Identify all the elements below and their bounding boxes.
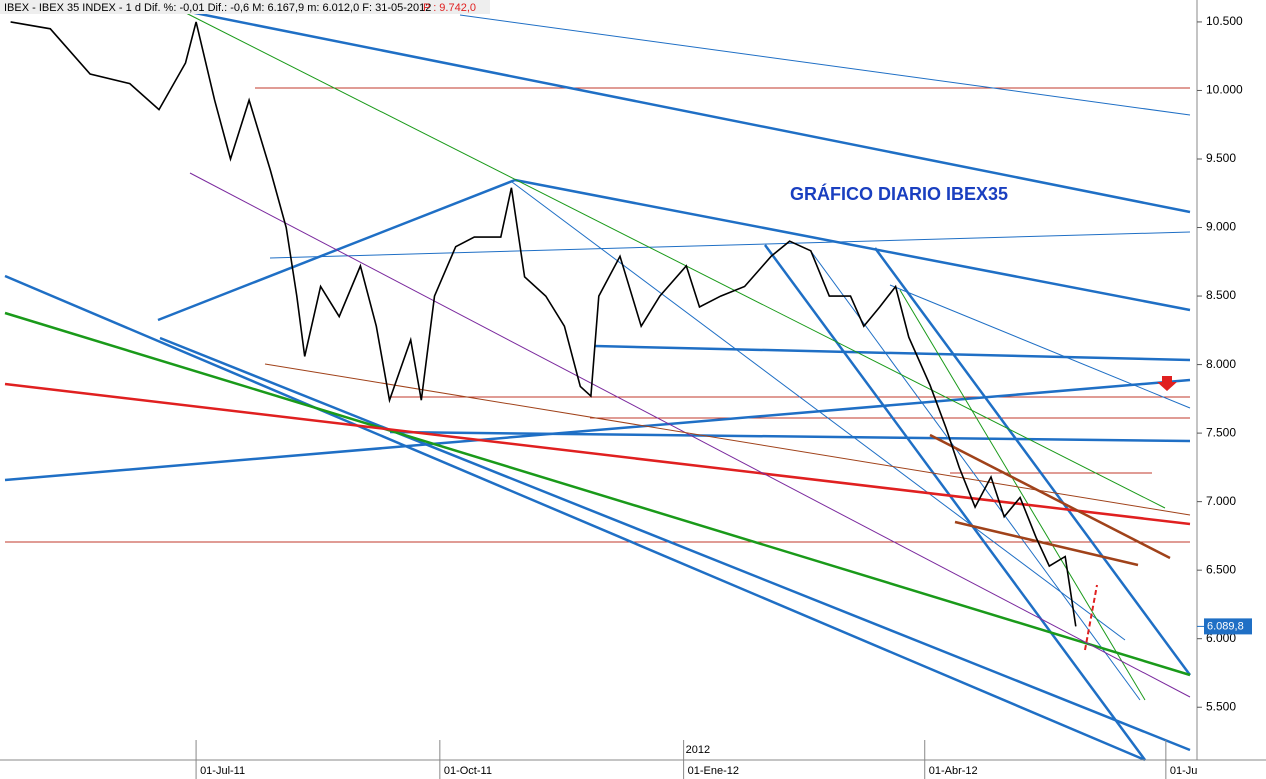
y-tick-label: 9.000 bbox=[1206, 220, 1236, 234]
y-tick-label: 10.500 bbox=[1206, 14, 1243, 28]
header-bar bbox=[0, 0, 490, 14]
trend-line bbox=[4, 378, 1191, 482]
x-tick-label: 01-Ene-12 bbox=[688, 765, 739, 777]
trend-lines bbox=[4, 8, 1192, 762]
last-price-label: 6.089,8 bbox=[1207, 620, 1244, 632]
trend-line bbox=[511, 181, 1126, 641]
trend-line bbox=[514, 178, 1191, 312]
y-tick-label: 5.500 bbox=[1206, 699, 1236, 713]
trend-line bbox=[929, 433, 1171, 560]
trend-line bbox=[889, 284, 1191, 409]
trend-line bbox=[4, 311, 1191, 677]
x-tick-label: 01-Oct-11 bbox=[444, 765, 492, 777]
trend-line bbox=[873, 247, 1192, 676]
x-tick-label: 01-Ju bbox=[1170, 765, 1198, 777]
trend-line bbox=[179, 8, 1191, 214]
y-tick-label: 9.500 bbox=[1206, 151, 1236, 165]
trend-line bbox=[189, 172, 1191, 698]
x-tick-label: 01-Abr-12 bbox=[929, 765, 978, 777]
last-price-box bbox=[1204, 618, 1252, 635]
y-tick-label: 8.000 bbox=[1206, 357, 1236, 371]
header: IBEX - IBEX 35 INDEX - 1 d Dif. %: -0,01… bbox=[4, 2, 431, 14]
x-tick-label: 01-Jul-11 bbox=[200, 765, 245, 777]
trend-line bbox=[594, 344, 1191, 362]
trend-line bbox=[269, 231, 1191, 259]
price-line bbox=[10, 21, 1077, 627]
arrow-icon bbox=[1157, 376, 1177, 391]
year-label: 2012 bbox=[686, 744, 710, 756]
trend-line bbox=[899, 289, 1146, 701]
y-tick-label: 7.000 bbox=[1206, 494, 1236, 508]
trend-line bbox=[4, 382, 1191, 526]
trend-line bbox=[159, 336, 1191, 752]
y-tick-label: 6.500 bbox=[1206, 562, 1236, 576]
header-price: P : 9.742,0 bbox=[423, 2, 476, 14]
trend-line bbox=[954, 520, 1139, 567]
trend-line bbox=[4, 274, 1146, 762]
y-tick-label: 7.500 bbox=[1206, 425, 1236, 439]
trend-line bbox=[763, 244, 1147, 761]
trend-line bbox=[459, 14, 1191, 116]
projection-line bbox=[1084, 584, 1098, 651]
y-axis-panel bbox=[1197, 0, 1266, 779]
chart-title: GRÁFICO DIARIO IBEX35 bbox=[790, 183, 1008, 204]
y-tick-label: 10.000 bbox=[1206, 83, 1243, 97]
y-tick-label: 8.500 bbox=[1206, 288, 1236, 302]
trend-line bbox=[389, 430, 1191, 443]
trend-line bbox=[179, 9, 1166, 509]
